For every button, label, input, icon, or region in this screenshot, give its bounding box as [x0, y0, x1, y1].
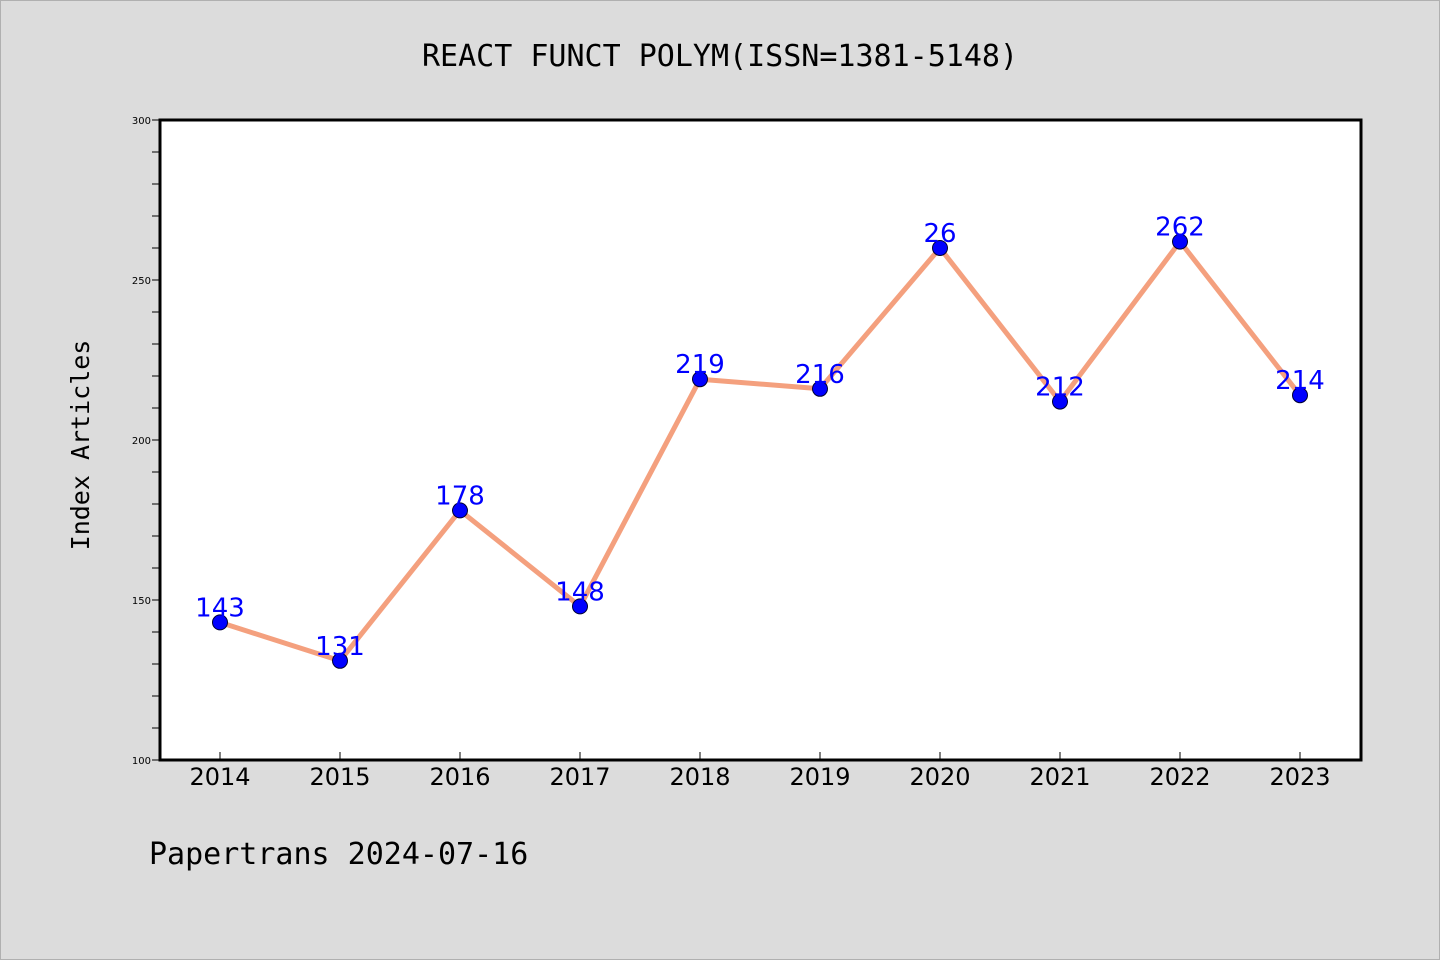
data-point [212, 614, 228, 631]
footer-text: Papertrans 2024-07-16 [149, 837, 528, 872]
x-axis-ticks: 2014 2015 2016 2017 2018 2019 2020 2021 2022 2023 [189, 752, 1331, 791]
data-point [572, 598, 588, 615]
data-label: 214 [1275, 366, 1325, 396]
y-tick-label: 250 [132, 276, 151, 287]
data-labels: 143 131 178 148 219 216 26 212 262 214 [195, 213, 1325, 662]
plot-area [158, 118, 1363, 762]
data-point [1172, 233, 1188, 250]
x-tick-label: 2022 [1149, 763, 1210, 791]
data-label: 216 [795, 360, 845, 390]
y-axis-ticks: 100 150 200 250 300 [132, 116, 160, 767]
data-point [1052, 393, 1068, 410]
data-label: 131 [315, 632, 365, 662]
x-tick-label: 2017 [549, 763, 610, 791]
data-label: 219 [675, 350, 725, 380]
y-tick-label: 150 [132, 596, 151, 607]
data-label: 26 [923, 219, 956, 249]
y-tick-label: 300 [132, 116, 151, 127]
data-label: 148 [555, 577, 605, 607]
y-axis-label: Index Articles [66, 340, 95, 551]
x-tick-label: 2014 [189, 763, 250, 791]
data-point [332, 652, 348, 669]
data-markers [212, 233, 1308, 669]
x-tick-label: 2021 [1029, 763, 1090, 791]
x-tick-label: 2020 [909, 763, 970, 791]
data-point [1292, 387, 1308, 404]
data-point [452, 502, 468, 519]
data-label: 212 [1035, 373, 1085, 403]
data-point [692, 371, 708, 388]
data-label: 143 [195, 593, 245, 623]
x-tick-label: 2023 [1269, 763, 1330, 791]
y-tick-label: 100 [132, 756, 151, 767]
data-label: 262 [1155, 213, 1205, 243]
data-label: 178 [435, 481, 485, 511]
data-point [812, 380, 828, 397]
x-tick-label: 2019 [789, 763, 850, 791]
data-point [932, 240, 948, 256]
y-tick-label: 200 [132, 436, 151, 447]
x-tick-label: 2018 [669, 763, 730, 791]
x-tick-label: 2016 [429, 763, 490, 791]
chart-title: REACT FUNCT POLYM(ISSN=1381-5148) [422, 39, 1018, 74]
x-tick-label: 2015 [309, 763, 370, 791]
series-line [217, 239, 1303, 664]
